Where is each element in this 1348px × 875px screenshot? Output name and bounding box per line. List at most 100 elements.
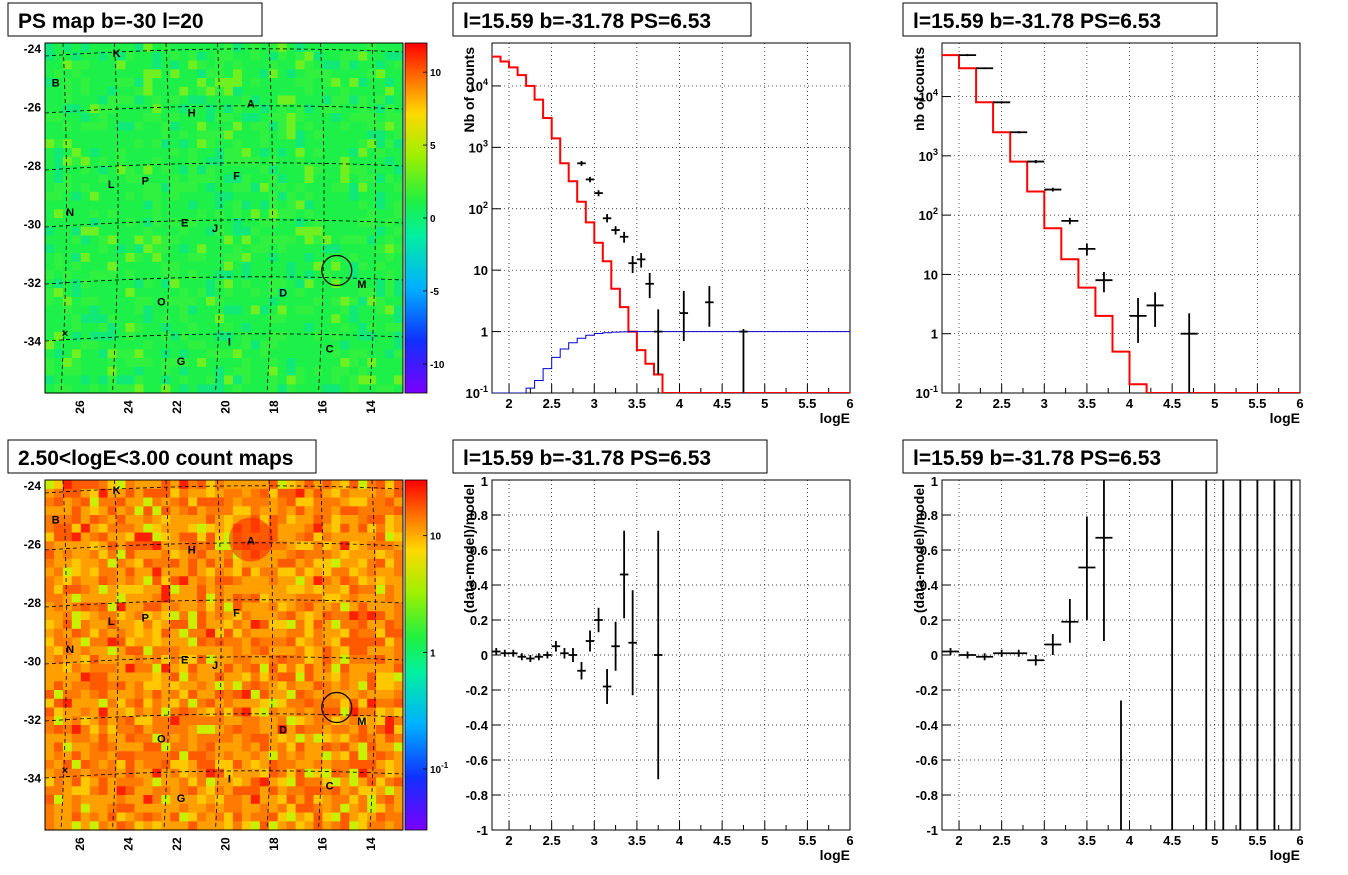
map-pixel [358,655,368,665]
map-pixel [367,156,377,167]
map-pixel [179,725,189,735]
map-pixel [349,183,359,193]
map-pixel [322,113,332,123]
map-pixel [331,130,341,140]
map-pixel [134,340,144,350]
map-pixel [232,812,243,822]
y-tick-label: 1 [481,325,488,340]
map-pixel [125,681,135,691]
map-pixel [358,777,368,787]
map-pixel [188,532,198,542]
map-pixel [45,821,55,831]
map-pixel [241,95,252,105]
map-pixel [295,637,305,647]
map-pixel [170,681,180,691]
map-pixel [188,751,198,761]
map-pixel [80,226,91,237]
map-pixel [385,698,395,709]
map-pixel [161,174,171,184]
map-pixel [197,751,207,761]
map-pixel [188,244,198,254]
map-pixel [54,663,64,674]
map-pixel [358,183,368,193]
map-pixel [143,672,153,682]
map-pixel [206,707,216,717]
map-pixel [241,218,252,228]
y-tick-label: 10-1 [466,384,488,401]
map-pixel [179,550,189,560]
map-pixel [98,261,109,272]
map-pixel [295,200,305,210]
map-pixel [107,698,117,709]
map-pixel [349,480,359,490]
map-pixel [188,43,198,53]
map-pixel [179,165,189,175]
map-pixel [179,78,189,88]
map-pixel [215,760,225,770]
map-pixel [349,646,359,656]
map-pixel [215,795,225,805]
map-pixel [385,95,395,105]
map-pixel [304,331,314,342]
map-pixel [215,86,225,97]
map-pixel [376,86,386,97]
map-pixel [250,576,261,586]
map-pixel [215,121,225,132]
map-pixel [107,375,117,385]
map-pixel [152,488,162,499]
map-pixel [71,235,82,245]
map-pixel [188,550,198,560]
map-pixel [394,690,404,700]
map-cross-mark: × [62,765,68,777]
map-pixel [161,200,171,210]
map-pixel [134,323,144,333]
map-pixel [259,646,270,656]
map-pixel [358,567,368,577]
efficiency-step-line [492,331,850,393]
map-pixel [376,628,386,639]
map-pixel [98,576,109,586]
map-pixel [224,611,234,621]
map-pixel [349,86,359,97]
map-pixel [385,323,395,333]
map-pixel [367,655,377,665]
map-pixel [259,733,270,744]
map-pixel [349,803,359,814]
map-pixel [250,602,261,612]
map-pixel [376,777,386,787]
map-pixel [197,707,207,717]
map-pixel [89,51,100,62]
map-pixel-field [45,480,404,831]
map-pixel [134,488,144,499]
map-pixel [331,86,341,97]
map-pixel [385,43,395,53]
map-pixel [277,51,288,62]
map-pixel [385,384,395,394]
map-pixel [62,541,73,551]
map-pixel [107,261,117,272]
map-pixel [322,515,332,525]
map-pixel [385,104,395,114]
map-pixel [232,698,243,709]
map-pixel [259,506,270,516]
y-tick-label: 0.8 [470,508,488,523]
map-pixel [206,358,216,368]
map-pixel [358,602,368,612]
map-pixel [125,488,135,499]
map-pixel [161,803,171,814]
map-pixel [367,104,377,114]
map-pixel [268,698,279,709]
map-pixel [89,366,100,377]
map-pixel [188,349,198,359]
map-pixel [161,716,171,726]
map-pixel [313,768,323,779]
map-pixel [89,497,100,507]
map-pixel [206,777,216,787]
map-pixel [215,218,225,228]
map-pixel [250,733,261,744]
map-pixel [143,655,153,665]
data-point-errorbar [1146,292,1164,327]
map-pixel [232,681,243,691]
map-pixel [89,725,100,735]
map-pixel [143,663,153,674]
